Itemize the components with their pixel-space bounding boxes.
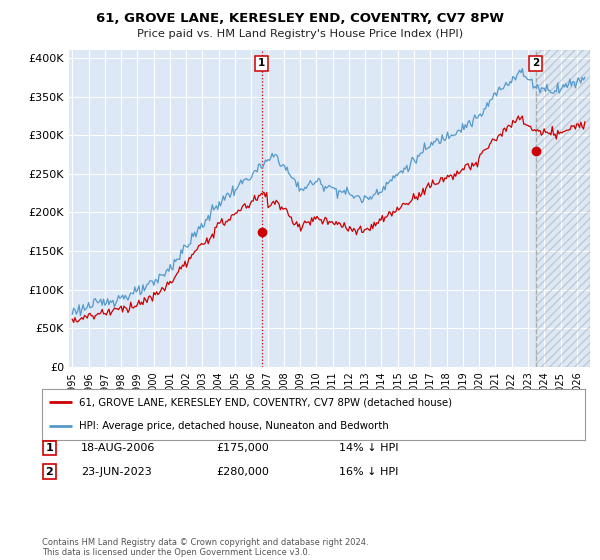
Text: 61, GROVE LANE, KERESLEY END, COVENTRY, CV7 8PW: 61, GROVE LANE, KERESLEY END, COVENTRY, … (96, 12, 504, 25)
Text: Price paid vs. HM Land Registry's House Price Index (HPI): Price paid vs. HM Land Registry's House … (137, 29, 463, 39)
Text: 14% ↓ HPI: 14% ↓ HPI (339, 443, 398, 453)
Text: 18-AUG-2006: 18-AUG-2006 (81, 443, 155, 453)
Text: HPI: Average price, detached house, Nuneaton and Bedworth: HPI: Average price, detached house, Nune… (79, 422, 389, 432)
Text: 1: 1 (258, 58, 265, 68)
Text: 2: 2 (46, 466, 53, 477)
Text: 1: 1 (46, 443, 53, 453)
Text: 2: 2 (532, 58, 539, 68)
Text: Contains HM Land Registry data © Crown copyright and database right 2024.
This d: Contains HM Land Registry data © Crown c… (42, 538, 368, 557)
Text: 23-JUN-2023: 23-JUN-2023 (81, 466, 152, 477)
Text: 61, GROVE LANE, KERESLEY END, COVENTRY, CV7 8PW (detached house): 61, GROVE LANE, KERESLEY END, COVENTRY, … (79, 397, 452, 407)
Text: £175,000: £175,000 (216, 443, 269, 453)
Text: £280,000: £280,000 (216, 466, 269, 477)
Text: 16% ↓ HPI: 16% ↓ HPI (339, 466, 398, 477)
